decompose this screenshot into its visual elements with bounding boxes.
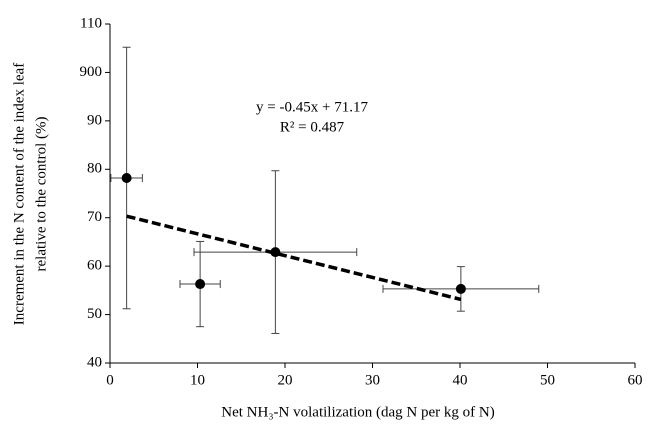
- y-tick-label: 900: [80, 64, 103, 80]
- y-tick-label: 110: [80, 15, 102, 31]
- equation: y = -0.45x + 71.17: [256, 99, 368, 115]
- point: [270, 247, 281, 258]
- y-tick-label: 80: [87, 161, 102, 177]
- x-tick-label: 30: [365, 372, 380, 388]
- y-tick-label: 90: [87, 112, 102, 128]
- trendline: [126, 214, 462, 302]
- y-tick-label: 50: [87, 306, 102, 322]
- y-tick-label: 60: [87, 258, 102, 274]
- point: [195, 279, 206, 290]
- x-tick-label: 10: [190, 372, 205, 388]
- point: [455, 283, 466, 294]
- y-tick-label: 40: [87, 354, 102, 370]
- x-tick-label: 60: [628, 372, 643, 388]
- x-tick-label: 40: [453, 372, 468, 388]
- x-tick-label: 50: [540, 372, 555, 388]
- r-squared: R² = 0.487: [280, 119, 345, 135]
- point: [121, 173, 132, 184]
- x-tick-label: 0: [106, 372, 114, 388]
- x-axis-label: Net NH₃-N volatilization (dag N per kg o…: [221, 404, 495, 420]
- y-tick-label: 70: [87, 209, 102, 225]
- y-axis-label: Increment in the N content of the index …: [11, 63, 27, 325]
- y-axis-label: relative to the control (%): [33, 117, 49, 272]
- x-tick-label: 20: [278, 372, 293, 388]
